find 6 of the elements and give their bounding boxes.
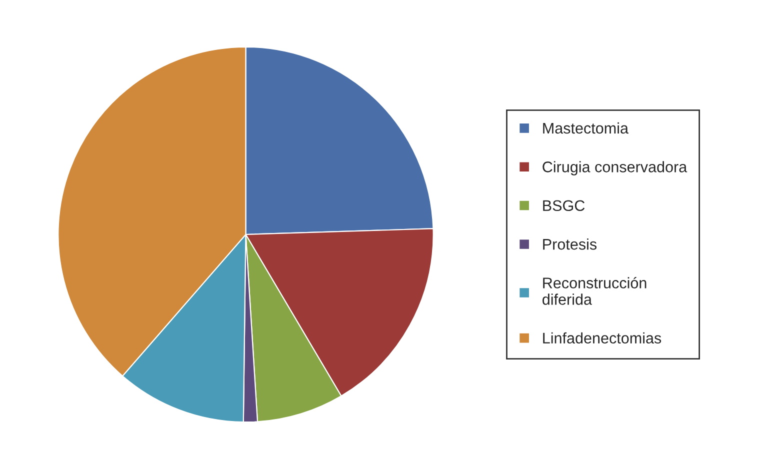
- legend-label: Cirugia conservadora: [542, 161, 688, 176]
- legend-label: Linfadenectomias: [543, 332, 662, 344]
- legend-label: BSGC: [543, 200, 585, 212]
- legend-label: Protesis: [543, 238, 597, 250]
- legend-label: Mastectomia: [543, 122, 628, 134]
- legend-label: Reconstrucción diferida: [542, 277, 646, 305]
